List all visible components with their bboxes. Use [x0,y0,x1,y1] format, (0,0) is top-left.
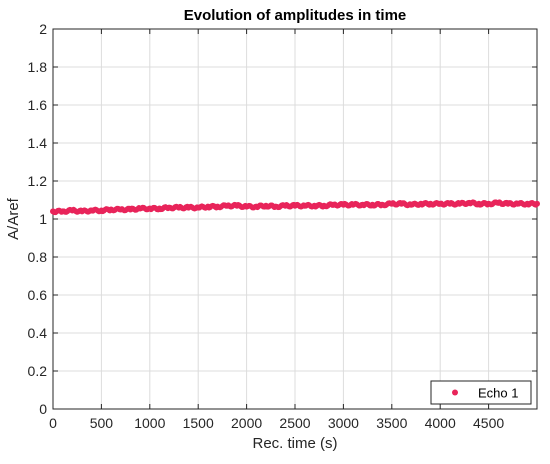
y-tick-label: 1 [39,211,47,227]
legend: Echo 1 [430,380,532,405]
x-tick-label: 4500 [473,415,504,431]
x-tick-label: 2500 [279,415,310,431]
x-tick-label: 0 [49,415,57,431]
x-tick-label: 2000 [231,415,262,431]
y-tick-label: 0.2 [28,363,48,379]
y-tick-label: 0 [39,401,47,417]
grid [52,28,537,410]
chart-title: Evolution of amplitudes in time [184,7,407,24]
legend-marker [452,389,458,396]
y-tick-label: 2 [39,21,47,37]
x-axis-label: Rec. time (s) [252,435,337,452]
y-tick-label: 1.4 [28,135,48,151]
legend-box [430,380,532,405]
y-tick-label: 0.4 [28,325,48,341]
data-point [533,202,539,208]
x-tick-label: 1500 [183,415,214,431]
y-tick-label: 1.2 [28,173,48,189]
y-tick-label: 1.8 [28,59,48,75]
x-tick-label: 1000 [134,415,165,431]
axes: 0 500 1000 1500 2000 2500 3000 3500 4000 4500 0 0.2… [28,21,537,431]
x-tick-label: 3000 [328,415,359,431]
y-axis-label: A/Aref [5,197,22,240]
x-tick-label: 3500 [376,415,407,431]
y-tick-label: 1.6 [28,97,48,113]
x-tick-label: 4000 [425,415,456,431]
y-tick-label: 0.6 [28,287,48,303]
x-tick-label: 500 [90,415,114,431]
legend-label: Echo 1 [478,386,518,401]
y-tick-label: 0.8 [28,249,48,265]
data-points [50,199,540,216]
